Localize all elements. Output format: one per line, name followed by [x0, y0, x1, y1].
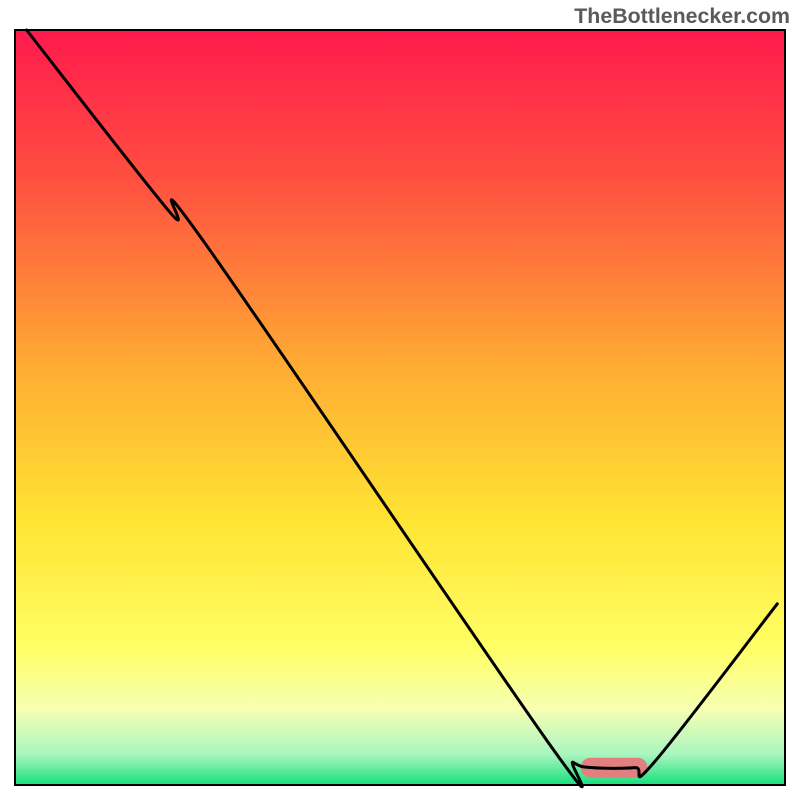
- bottleneck-chart: TheBottlenecker.com: [0, 0, 800, 800]
- plot-background: [15, 30, 785, 785]
- watermark-text: TheBottlenecker.com: [574, 4, 790, 29]
- chart-svg: [0, 0, 800, 800]
